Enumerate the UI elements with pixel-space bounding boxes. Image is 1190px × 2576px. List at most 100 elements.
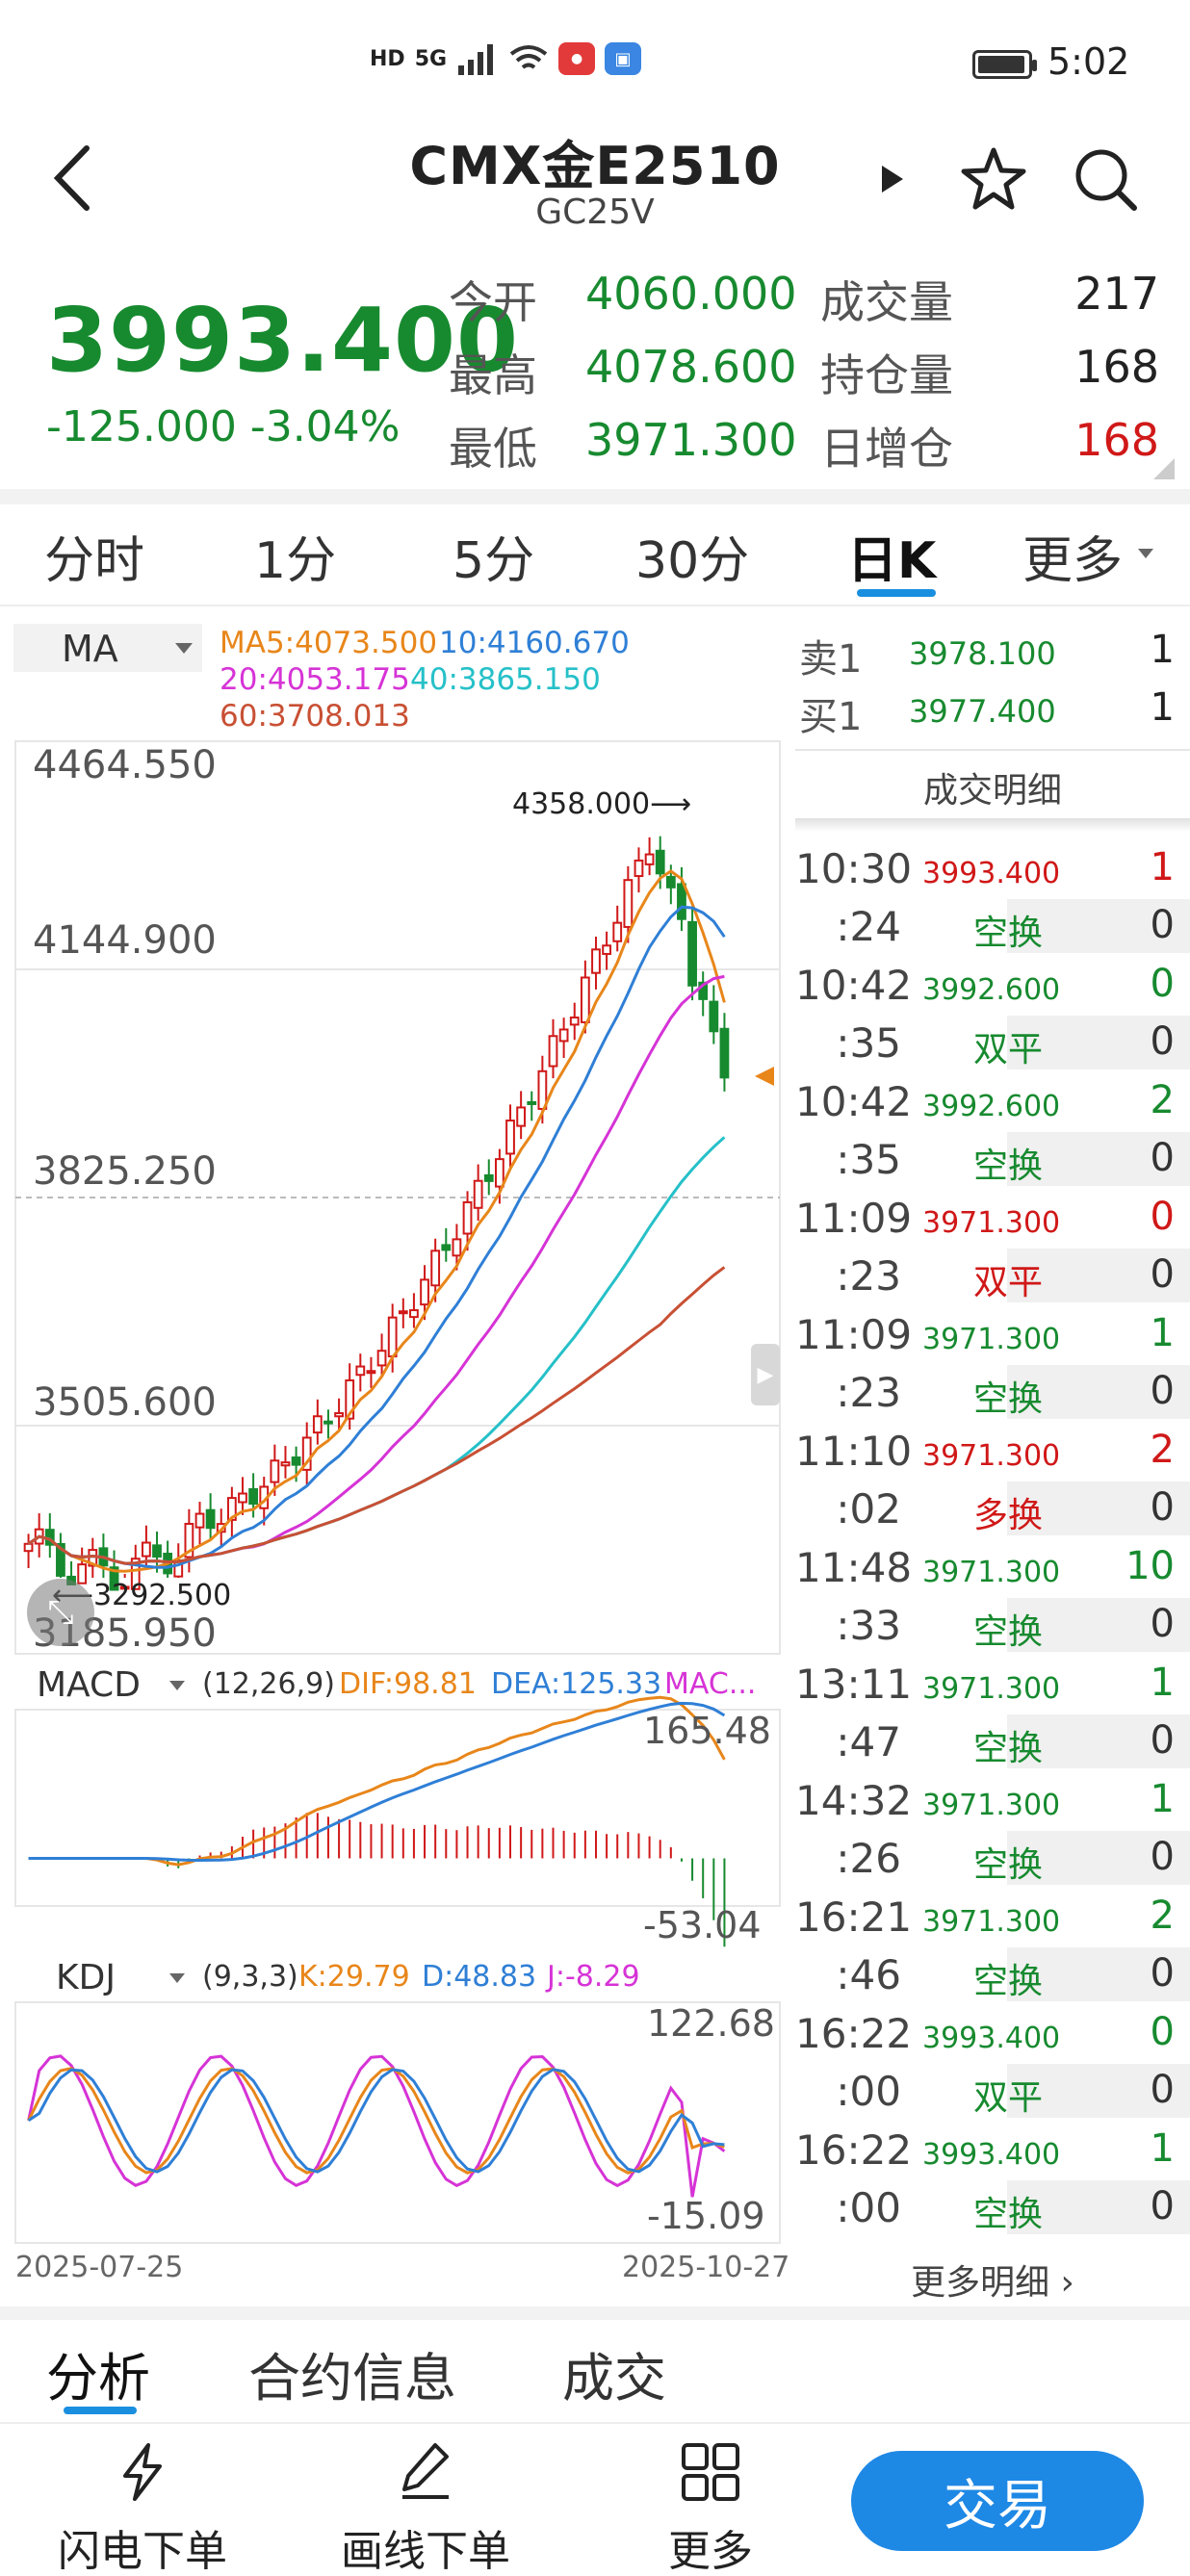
clock: 5:02 xyxy=(1048,40,1130,83)
trade-type-bg xyxy=(1007,1016,1190,1069)
candle-body xyxy=(323,1420,333,1425)
trade-oi-change: 0 xyxy=(1150,1951,1175,1996)
x-axis-end: 2025-10-27 xyxy=(622,2251,790,2284)
trade-type: 空换 xyxy=(972,1962,1043,2001)
tab-contract-info[interactable]: 合约信息 xyxy=(248,2348,456,2409)
trade-seconds: :23 xyxy=(836,1369,901,1416)
back-arrow-icon[interactable] xyxy=(48,144,96,212)
trade-button[interactable]: 交易 xyxy=(851,2451,1144,2551)
candle-body xyxy=(226,1497,237,1521)
candle-body xyxy=(301,1436,312,1471)
lightning-icon[interactable] xyxy=(117,2441,168,2503)
candle-body xyxy=(345,1378,355,1420)
pencil-icon[interactable] xyxy=(397,2439,454,2503)
candle-body xyxy=(495,1158,504,1188)
trade-type-bg xyxy=(1007,1831,1190,1885)
search-icon[interactable] xyxy=(1071,144,1140,214)
macd-params: (12,26,9) xyxy=(202,1667,335,1701)
tab-30min[interactable]: 30分 xyxy=(635,532,750,590)
macd-value: MAC... xyxy=(664,1667,757,1701)
trade-volume: 1 xyxy=(1150,845,1175,889)
draw-order-button[interactable]: 画线下单 xyxy=(341,2527,510,2576)
star-icon[interactable] xyxy=(959,144,1028,214)
ma-selector-label: MA xyxy=(62,628,118,670)
hd-indicator: HD xyxy=(370,46,405,71)
candle-body xyxy=(462,1200,473,1235)
kdj-params: (9,3,3) xyxy=(202,1960,298,1994)
trade-type-bg xyxy=(1007,2064,1190,2118)
chevron-down-icon xyxy=(175,643,193,654)
tab-trades[interactable]: 成交 xyxy=(562,2348,666,2409)
tab-5min[interactable]: 5分 xyxy=(453,532,535,590)
macd-dea: DEA:125.33 xyxy=(491,1667,662,1701)
kline-chart[interactable] xyxy=(0,616,789,2272)
trade-seconds: :26 xyxy=(836,1835,901,1882)
candle-body xyxy=(387,1316,398,1358)
trade-price: 3992.600 xyxy=(922,1090,1061,1123)
trade-price: 3992.600 xyxy=(922,973,1061,1007)
candle-body xyxy=(441,1244,452,1251)
y-axis-label: 4464.550 xyxy=(33,743,217,787)
ma-selector[interactable] xyxy=(13,624,202,672)
play-icon[interactable] xyxy=(878,162,907,196)
trade-type: 空换 xyxy=(972,914,1043,953)
candle-body xyxy=(527,1100,537,1105)
trade-oi-change: 0 xyxy=(1150,1252,1175,1297)
y-axis-label: 3825.250 xyxy=(33,1149,217,1194)
trade-price: 3993.400 xyxy=(922,2138,1061,2172)
ma40-value: 40:3865.150 xyxy=(410,662,601,697)
expand-corner-icon[interactable] xyxy=(1151,456,1177,481)
ma5-value: MA5:4073.500 xyxy=(220,626,438,660)
trade-oi-change: 0 xyxy=(1150,903,1175,947)
tab-timeshare[interactable]: 分时 xyxy=(44,532,145,590)
high-price-marker: 4358.000⟶ xyxy=(512,787,692,821)
kdj-frame xyxy=(14,2001,781,2244)
candle-body xyxy=(580,976,590,1023)
trade-type: 双平 xyxy=(972,1263,1043,1302)
tab-divider xyxy=(0,605,1190,606)
candle-body xyxy=(130,1558,141,1590)
trade-type-bg xyxy=(1007,1481,1190,1535)
flash-order-button[interactable]: 闪电下单 xyxy=(58,2527,227,2576)
kdj-d: D:48.83 xyxy=(422,1960,537,1994)
candle-body xyxy=(334,1412,344,1418)
kdj-selector[interactable]: KDJ xyxy=(56,1958,116,1997)
fullscreen-toggle-icon[interactable]: ⤡ xyxy=(27,1579,94,1646)
candle-body xyxy=(152,1544,162,1558)
candle-body xyxy=(205,1508,216,1530)
more-button[interactable]: 更多 xyxy=(668,2527,753,2576)
trade-type: 双平 xyxy=(972,1030,1043,1069)
trade-price: 3971.300 xyxy=(922,1206,1061,1240)
trade-oi-change: 0 xyxy=(1150,1019,1175,1064)
trade-type-bg xyxy=(1007,1365,1190,1419)
candle-body xyxy=(612,921,623,942)
macd-selector[interactable]: MACD xyxy=(37,1665,141,1705)
trade-type: 空换 xyxy=(972,1729,1043,1768)
grid-icon[interactable] xyxy=(680,2441,741,2503)
tab-daily-k[interactable]: 日K xyxy=(847,532,937,590)
trade-time: 10:42 xyxy=(795,962,913,1009)
divider xyxy=(0,2306,1190,2320)
trade-time: 16:21 xyxy=(795,1893,913,1941)
trade-volume: 1 xyxy=(1150,1311,1175,1355)
x-axis-start: 2025-07-25 xyxy=(15,2251,184,2284)
more-trades-link[interactable]: 更多明细 › xyxy=(911,2263,1074,2303)
candle-body xyxy=(420,1278,429,1306)
trade-type: 空换 xyxy=(972,1612,1043,1652)
kdj-d-line xyxy=(27,2068,725,2174)
tab-analysis[interactable]: 分析 xyxy=(46,2348,150,2409)
trade-seconds: :23 xyxy=(836,1252,901,1300)
battery-icon xyxy=(972,50,1037,79)
trade-seconds: :00 xyxy=(836,2184,901,2231)
tab-1min[interactable]: 1分 xyxy=(254,532,337,590)
candle-body xyxy=(312,1415,323,1434)
chevron-right-icon[interactable]: ▶ xyxy=(751,1344,780,1405)
trade-volume: 1 xyxy=(1150,2126,1175,2171)
stat-open-label: 今开 xyxy=(449,276,537,328)
trade-seconds: :35 xyxy=(836,1136,901,1183)
trade-time: 11:48 xyxy=(795,1544,913,1591)
tab-more[interactable]: 更多 xyxy=(1022,532,1124,590)
trade-type: 多换 xyxy=(972,1496,1043,1535)
trade-oi-change: 0 xyxy=(1150,2068,1175,2112)
candle-body xyxy=(558,1028,569,1043)
